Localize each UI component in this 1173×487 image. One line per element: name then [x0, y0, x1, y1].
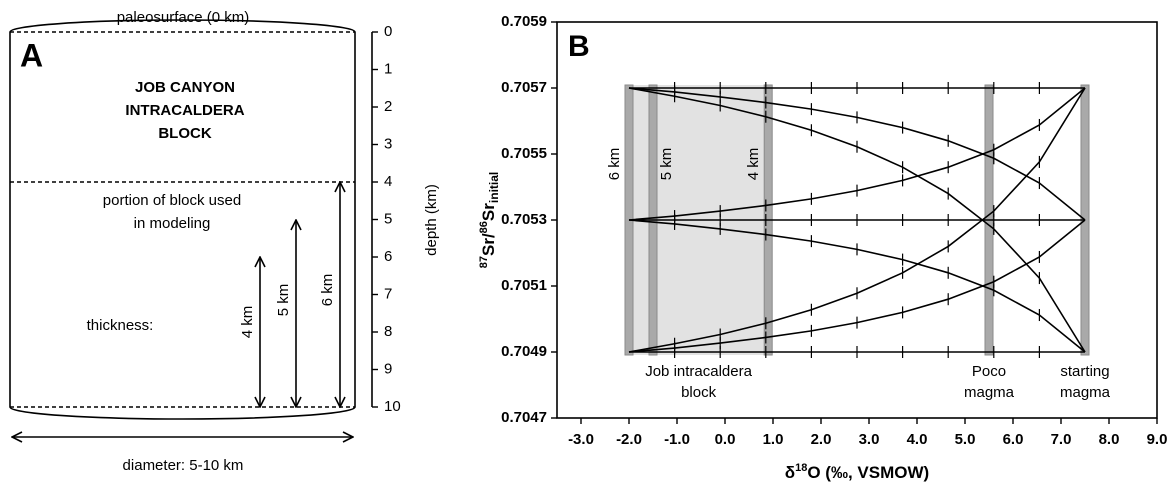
panel-a: [9, 19, 373, 437]
panel-letter: B: [568, 30, 590, 63]
tick-label: 6: [384, 248, 392, 265]
cylinder-top: [9, 19, 356, 33]
t: 18: [795, 462, 807, 474]
tick-label: 1: [384, 60, 392, 77]
label: paleosurface (0 km): [117, 9, 250, 26]
y-tick-label: 0.7057: [501, 79, 547, 96]
annotation: starting: [1060, 363, 1109, 380]
annotation: Poco: [972, 363, 1006, 380]
y-tick-label: 0.7053: [501, 211, 547, 228]
t: δ: [785, 463, 795, 482]
t: 87: [478, 256, 490, 268]
x-tick-label: 2.0: [811, 431, 832, 448]
x-tick-label: 5.0: [955, 431, 976, 448]
annotation: magma: [1060, 384, 1111, 401]
label: in modeling: [134, 215, 211, 232]
x-tick-label: -3.0: [568, 431, 594, 448]
tick-label: 4: [384, 173, 392, 190]
x-tick-label: 3.0: [859, 431, 880, 448]
annotation: magma: [964, 384, 1015, 401]
y-tick-label: 0.7055: [501, 145, 547, 162]
axis-title: depth (km): [423, 184, 440, 256]
t: Sr/: [479, 233, 498, 256]
t: 86: [478, 221, 490, 233]
label: diameter: 5-10 km: [123, 457, 244, 474]
block-title: INTRACALDERA: [125, 102, 244, 119]
y-axis-title: 87Sr/86Srinitial: [478, 172, 501, 269]
t: initial: [487, 172, 501, 203]
panel-b: 6 km 5 km 4 km Job intracaldera block Poco mag…: [501, 13, 1167, 448]
x-axis-title: δ18O (‰, VSMOW): [785, 462, 929, 483]
tick-label: 3: [384, 135, 392, 152]
x-tick-label: 6.0: [1003, 431, 1024, 448]
tick-label: 5: [384, 210, 392, 227]
y-tick-label: 0.7059: [501, 13, 547, 30]
tick-label: 9: [384, 360, 392, 377]
x-tick-label: 9.0: [1147, 431, 1168, 448]
band-label: 5 km: [658, 148, 675, 181]
panel-letter: A: [20, 37, 43, 73]
x-tick-label: 8.0: [1099, 431, 1120, 448]
label: portion of block used: [103, 192, 241, 209]
y-tick-label: 0.7049: [501, 343, 547, 360]
arrow-label: 5 km: [275, 284, 292, 317]
tick-label: 0: [384, 23, 392, 40]
y-tick-label: 0.7051: [501, 277, 547, 294]
y-tick-label: 0.7047: [501, 409, 547, 426]
band-label: 4 km: [745, 148, 762, 181]
arrow-label: 4 km: [239, 306, 256, 339]
t: Sr: [479, 203, 498, 221]
tick-label: 8: [384, 323, 392, 340]
tick-label: 7: [384, 285, 392, 302]
x-tick-label: -2.0: [616, 431, 642, 448]
t: O (‰, VSMOW): [807, 463, 929, 482]
annotation: Job intracaldera: [645, 363, 752, 380]
depth-ticks: 0 1 2 3 4 5 6 7 8 9 10: [372, 23, 401, 415]
band-label: 6 km: [606, 148, 623, 181]
x-tick-label: 7.0: [1051, 431, 1072, 448]
annotation: block: [681, 384, 717, 401]
x-tick-label: 0.0: [715, 431, 736, 448]
block-title: BLOCK: [158, 125, 211, 142]
tick-label: 10: [384, 398, 401, 415]
x-tick-label: -1.0: [664, 431, 690, 448]
label: thickness:: [87, 317, 154, 334]
x-tick-label: 4.0: [907, 431, 928, 448]
arrow-label: 6 km: [319, 274, 336, 307]
block-title: JOB CANYON: [135, 79, 235, 96]
tick-label: 2: [384, 98, 392, 115]
x-tick-label: 1.0: [763, 431, 784, 448]
cylinder-bottom: [9, 406, 356, 420]
